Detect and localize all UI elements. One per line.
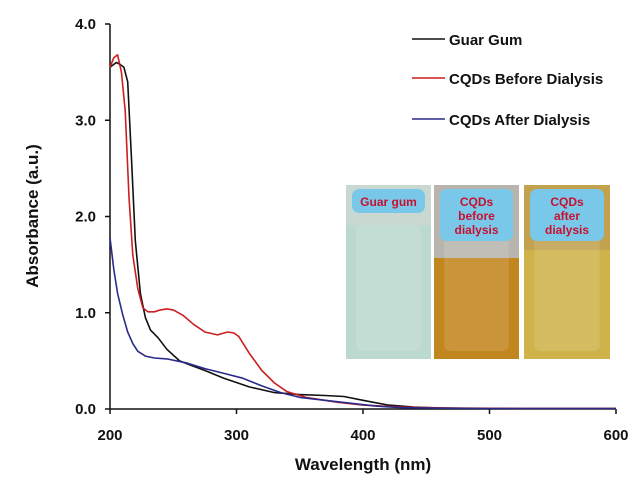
- photo-liquid: [434, 258, 519, 359]
- y-tick-label: 4.0: [75, 16, 96, 33]
- inset-photo: Guar gum: [346, 185, 431, 359]
- x-tick-label: 400: [350, 427, 375, 444]
- photo-label-box: [352, 189, 425, 213]
- legend-label-cqds-after: CQDs After Dialysis: [449, 112, 590, 129]
- photo-label-text: dialysis: [454, 223, 498, 237]
- y-tick-label: 2.0: [75, 209, 96, 226]
- photo-label-text: before: [458, 209, 495, 223]
- x-tick-label: 600: [603, 427, 628, 444]
- series-group: [109, 54, 616, 410]
- series-line-cqds-after-dialysis: [109, 237, 616, 410]
- vial-highlight: [444, 225, 509, 351]
- legend-label-cqds-before: CQDs Before Dialysis: [449, 71, 603, 88]
- y-tick-label: 0.0: [75, 401, 96, 418]
- y-tick-label: 1.0: [75, 305, 96, 322]
- y-tick-label: 3.0: [75, 112, 96, 129]
- inset-photo-panel: Guar gum CQDsbeforedialysisCQDsafterdialy…: [346, 185, 610, 359]
- photo-label-text: CQDs: [460, 195, 494, 209]
- photo-liquid: [346, 225, 431, 359]
- photo-label-text: Guar gum: [360, 195, 417, 209]
- x-axis-title: Wavelength (nm): [295, 455, 431, 474]
- vial-highlight: [356, 225, 421, 351]
- x-tick-label: 500: [477, 427, 502, 444]
- legend: Guar Gum CQDs Before Dialysis CQDs After…: [412, 32, 603, 129]
- x-tick-label: 300: [224, 427, 249, 444]
- photo-label-text: dialysis: [545, 223, 589, 237]
- photo-label-box: [530, 189, 604, 241]
- x-tick-group: 200 300 400 500 600: [97, 409, 629, 444]
- legend-label-guar-gum: Guar Gum: [449, 32, 522, 49]
- series-line-guar-gum: [109, 61, 616, 410]
- y-tick-group: 0.0 1.0 2.0 3.0 4.0: [75, 16, 110, 418]
- x-tick-label: 200: [97, 427, 122, 444]
- photo-label-box: [440, 189, 513, 241]
- y-axis-title: Absorbance (a.u.): [23, 144, 42, 288]
- photo-label-text: after: [554, 209, 580, 223]
- photo-label-text: CQDs: [550, 195, 584, 209]
- vial-highlight: [534, 225, 600, 351]
- photo-liquid: [524, 250, 610, 359]
